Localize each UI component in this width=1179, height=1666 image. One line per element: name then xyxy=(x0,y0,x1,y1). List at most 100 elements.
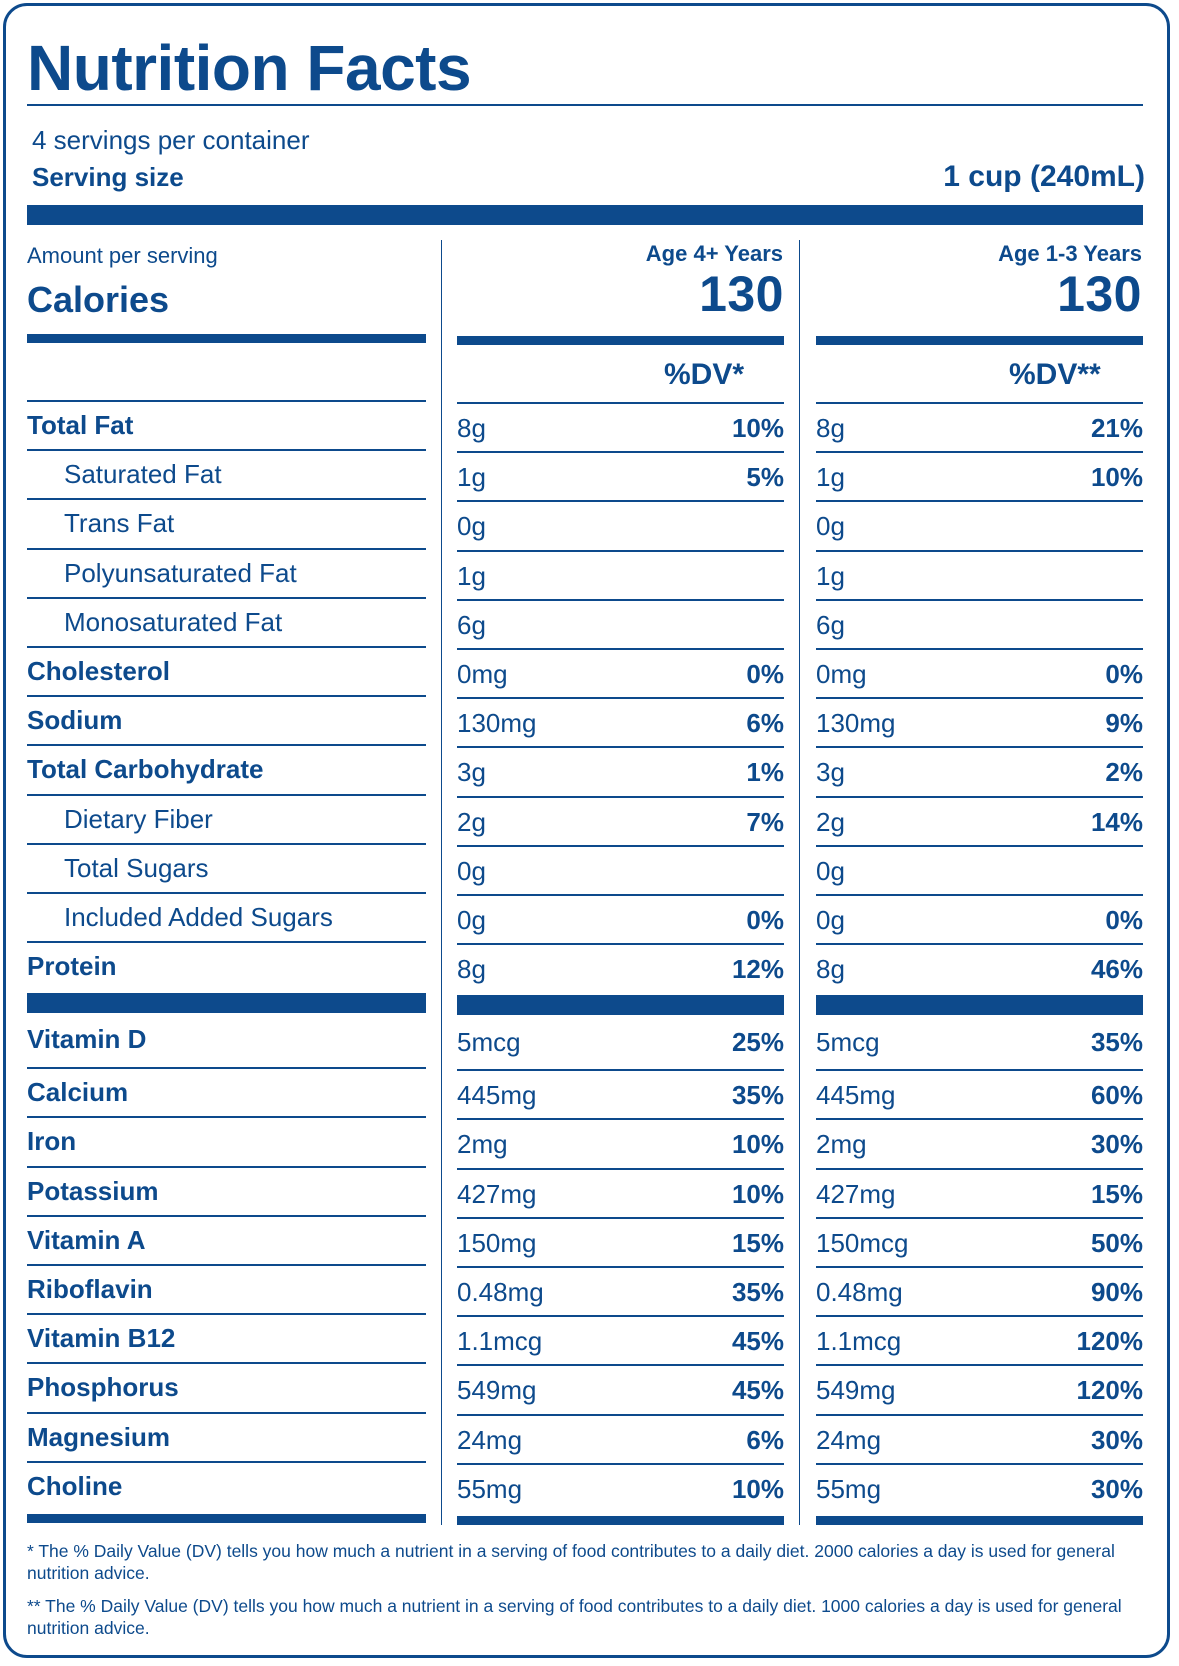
row-choline-divider-label xyxy=(27,1461,426,1463)
row-sodium-amount-1to3: 130mg xyxy=(816,708,896,738)
row-cholesterol-amount-1to3: 0mg xyxy=(816,659,867,689)
row-vitamin-b12-divider-label xyxy=(27,1313,426,1315)
row-phosphorus-dv-1to3: 120% xyxy=(1076,1375,1144,1405)
row-vitamin-d-label: Vitamin D xyxy=(27,1024,147,1054)
row-polyunsaturated-fat-divider-col1 xyxy=(457,550,784,552)
dv-header-1to3: %DV** xyxy=(1009,358,1101,391)
row-monosaturated-fat-divider-col1 xyxy=(457,599,784,601)
row-calcium-divider-label xyxy=(27,1067,426,1069)
row-dietary-fiber-dv-1to3: 14% xyxy=(1090,807,1143,837)
row-magnesium-dv-1to3: 30% xyxy=(1090,1425,1143,1455)
row-included-added-sugars-divider-col1 xyxy=(457,894,784,896)
row-calcium-dv-4plus: 35% xyxy=(731,1080,784,1110)
servings-per-container: 4 servings per container xyxy=(32,125,310,155)
row-vitamin-a-amount-1to3: 150mcg xyxy=(816,1228,909,1258)
row-potassium-amount-1to3: 427mg xyxy=(816,1179,896,1209)
row-vitamin-b12-label: Vitamin B12 xyxy=(27,1323,176,1353)
row-protein-divider-label xyxy=(27,941,426,943)
row-total-sugars-divider-label xyxy=(27,843,426,845)
row-protein-amount-1to3: 8g xyxy=(816,954,845,984)
calories-value-4plus: 130 xyxy=(699,266,784,322)
row-magnesium-amount-4plus: 24mg xyxy=(457,1425,523,1455)
row-iron-amount-1to3: 2mg xyxy=(816,1129,867,1159)
row-protein-divider-col1 xyxy=(457,943,784,945)
row-cholesterol-amount-4plus: 0mg xyxy=(457,659,508,689)
row-vitamin-a-dv-4plus: 15% xyxy=(731,1228,784,1258)
row-saturated-fat-divider-col2 xyxy=(816,451,1143,453)
row-monosaturated-fat-amount-1to3: 6g xyxy=(816,610,845,640)
row-total-carbohydrate-divider-label xyxy=(27,744,426,746)
table-bottom-bar-col2 xyxy=(816,1516,1143,1525)
row-vitamin-b12-amount-4plus: 1.1mcg xyxy=(457,1326,543,1356)
row-phosphorus-amount-4plus: 549mg xyxy=(457,1375,537,1405)
row-protein-label: Protein xyxy=(27,951,117,981)
row-magnesium-divider-col1 xyxy=(457,1414,784,1416)
row-included-added-sugars-divider-label xyxy=(27,892,426,894)
row-phosphorus-divider-col2 xyxy=(816,1364,1143,1366)
row-iron-divider-label xyxy=(27,1116,426,1118)
row-included-added-sugars-divider-col2 xyxy=(816,894,1143,896)
row-total-fat-dv-4plus: 10% xyxy=(731,413,784,443)
row-phosphorus-dv-4plus: 45% xyxy=(731,1375,784,1405)
row-cholesterol-divider-col1 xyxy=(457,648,784,650)
row-sodium-label: Sodium xyxy=(27,705,123,735)
calories-divider-label xyxy=(27,334,426,343)
row-trans-fat-divider-col1 xyxy=(457,500,784,502)
row-cholesterol-dv-1to3: 0% xyxy=(1105,659,1143,689)
row-choline-divider-col2 xyxy=(816,1463,1143,1465)
row-phosphorus-divider-label xyxy=(27,1362,426,1364)
row-total-carbohydrate-label: Total Carbohydrate xyxy=(27,754,264,784)
row-total-fat-amount-1to3: 8g xyxy=(816,413,845,443)
row-dietary-fiber-dv-4plus: 7% xyxy=(746,807,784,837)
row-total-fat-amount-4plus: 8g xyxy=(457,413,486,443)
row-vitamin-b12-divider-col2 xyxy=(816,1315,1143,1317)
row-phosphorus-divider-col1 xyxy=(457,1364,784,1366)
row-iron-dv-4plus: 10% xyxy=(731,1129,784,1159)
row-polyunsaturated-fat-amount-4plus: 1g xyxy=(457,561,486,591)
row-saturated-fat-amount-1to3: 1g xyxy=(816,462,845,492)
row-riboflavin-dv-4plus: 35% xyxy=(731,1277,784,1307)
row-saturated-fat-dv-1to3: 10% xyxy=(1090,462,1143,492)
row-riboflavin-divider-col2 xyxy=(816,1266,1143,1268)
row-dietary-fiber-amount-1to3: 2g xyxy=(816,807,845,837)
row-included-added-sugars-amount-1to3: 0g xyxy=(816,905,845,935)
row-vitamin-b12-divider-col1 xyxy=(457,1315,784,1317)
row-protein-dv-4plus: 12% xyxy=(731,954,784,984)
row-vitamin-a-dv-1to3: 50% xyxy=(1090,1228,1143,1258)
row-total-fat-divider-label xyxy=(27,400,426,402)
row-vitamin-a-amount-4plus: 150mg xyxy=(457,1228,537,1258)
row-total-carbohydrate-dv-1to3: 2% xyxy=(1105,757,1143,787)
nutrition-label-panel xyxy=(3,3,1170,1658)
row-monosaturated-fat-divider-col2 xyxy=(816,599,1143,601)
row-sodium-divider-col2 xyxy=(816,697,1143,699)
row-total-carbohydrate-amount-1to3: 3g xyxy=(816,757,845,787)
row-cholesterol-divider-col2 xyxy=(816,648,1143,650)
row-trans-fat-divider-col2 xyxy=(816,500,1143,502)
calories-label: Calories xyxy=(27,279,170,320)
calories-value-1to3: 130 xyxy=(1057,266,1142,322)
row-included-added-sugars-dv-4plus: 0% xyxy=(746,905,784,935)
row-cholesterol-label: Cholesterol xyxy=(27,656,171,686)
row-trans-fat-amount-4plus: 0g xyxy=(457,511,486,541)
header-divider-bar xyxy=(27,205,1143,225)
row-magnesium-amount-1to3: 24mg xyxy=(816,1425,882,1455)
row-potassium-dv-4plus: 10% xyxy=(731,1179,784,1209)
row-riboflavin-amount-4plus: 0.48mg xyxy=(457,1277,544,1307)
row-potassium-amount-4plus: 427mg xyxy=(457,1179,537,1209)
serving-size-label: Serving size xyxy=(32,162,184,192)
row-magnesium-divider-label xyxy=(27,1412,426,1414)
row-riboflavin-dv-1to3: 90% xyxy=(1090,1277,1143,1307)
row-choline-dv-1to3: 30% xyxy=(1090,1474,1143,1504)
row-total-fat-dv-1to3: 21% xyxy=(1090,413,1143,443)
row-magnesium-label: Magnesium xyxy=(27,1422,171,1452)
row-choline-amount-1to3: 55mg xyxy=(816,1474,882,1504)
row-total-fat-divider-col2 xyxy=(816,402,1143,404)
row-iron-label: Iron xyxy=(27,1126,77,1156)
row-vitamin-b12-dv-4plus: 45% xyxy=(731,1326,784,1356)
row-potassium-dv-1to3: 15% xyxy=(1090,1179,1143,1209)
row-choline-amount-4plus: 55mg xyxy=(457,1474,523,1504)
row-total-fat-label: Total Fat xyxy=(27,410,134,440)
row-riboflavin-divider-label xyxy=(27,1264,426,1266)
row-polyunsaturated-fat-amount-1to3: 1g xyxy=(816,561,845,591)
row-calcium-divider-col1 xyxy=(457,1069,784,1071)
